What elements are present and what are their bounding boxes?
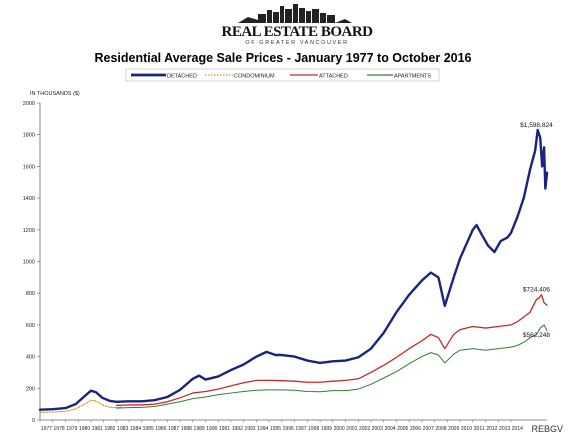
y-tick-label: 600	[26, 323, 35, 329]
series-line-condominium	[39, 399, 124, 413]
skyline-icon	[238, 4, 352, 23]
logo: REAL ESTATE BOARD OF GREATER VANCOUVER	[222, 4, 374, 46]
axes	[39, 103, 547, 421]
y-tick-label: 800	[26, 291, 35, 297]
value-annotation: $724,406	[523, 287, 550, 294]
x-tick-label: 1996	[283, 426, 294, 432]
value-annotation: $1,598,824	[520, 122, 553, 129]
x-tick-label: 2014	[512, 426, 523, 432]
x-tick-label: 1979	[66, 426, 77, 432]
x-tick-label: 2001	[346, 426, 357, 432]
y-axis-ticks: 0 200 400 600 800 1000 1200 1400 1600 1800 2000	[23, 101, 40, 424]
y-tick-label: 2000	[23, 101, 35, 107]
legend-item-apartments: APARTMENTS	[367, 74, 431, 80]
y-tick-label: 200	[26, 386, 35, 392]
x-tick-label: 2007	[423, 426, 434, 432]
y-tick-label: 0	[32, 418, 35, 424]
legend-item-condominium: CONDOMINIUM	[205, 74, 275, 80]
x-axis-ticks: 1977 1978 1979 1980 1981 1982 1983 1984 1985 1986…	[39, 420, 523, 432]
logo-subtitle: OF GREATER VANCOUVER	[245, 40, 348, 46]
x-tick-label: 2012	[486, 426, 497, 432]
y-tick-label: 1600	[23, 164, 35, 170]
x-tick-label: 1990	[206, 426, 217, 432]
x-tick-label: 1985	[143, 426, 154, 432]
x-tick-label: 2004	[384, 426, 395, 432]
value-annotations: $1,598,824 $724,406 $562,248	[520, 122, 553, 339]
x-tick-label: 1982	[104, 426, 115, 432]
legend-label-detached: DETACHED	[167, 74, 197, 80]
series-line-attached	[115, 294, 548, 407]
x-tick-label: 1997	[295, 426, 306, 432]
x-tick-label: 1978	[54, 426, 65, 432]
x-tick-label: 1977	[41, 426, 52, 432]
y-tick-label: 1800	[23, 133, 35, 139]
x-tick-label: 1991	[219, 426, 230, 432]
x-tick-label: 1981	[92, 426, 103, 432]
legend-label-attached: ATTACHED	[319, 74, 348, 80]
y-tick-label: 1000	[23, 260, 35, 266]
y-axis-label: IN THOUSANDS ($)	[30, 91, 80, 97]
legend: DETACHED CONDOMINIUM ATTACHED APARTMENTS	[125, 68, 440, 82]
credit-label: REBGV	[531, 424, 563, 434]
x-tick-label: 2000	[334, 426, 345, 432]
x-tick-label: 1995	[270, 426, 281, 432]
x-tick-label: 2002	[359, 426, 370, 432]
x-tick-label: 1994	[257, 426, 268, 432]
x-tick-label: 2003	[372, 426, 383, 432]
x-tick-label: 2011	[474, 426, 485, 432]
legend-label-apartments: APARTMENTS	[394, 74, 431, 80]
x-tick-label: 1998	[308, 426, 319, 432]
legend-item-attached: ATTACHED	[290, 74, 348, 80]
y-tick-label: 1200	[23, 228, 35, 234]
x-tick-label: 2006	[410, 426, 421, 432]
legend-label-condominium: CONDOMINIUM	[234, 74, 275, 80]
value-annotation: $562,248	[523, 332, 550, 339]
series-line-detached	[38, 128, 549, 411]
x-tick-label: 1984	[130, 426, 141, 432]
series-lines	[38, 128, 549, 413]
x-tick-label: 2010	[461, 426, 472, 432]
legend-item-detached: DETACHED	[131, 74, 197, 80]
series-line-apartments	[115, 324, 548, 409]
x-tick-label: 2009	[448, 426, 459, 432]
x-tick-label: 1988	[181, 426, 192, 432]
x-tick-label: 1993	[244, 426, 255, 432]
x-tick-label: 1983	[117, 426, 128, 432]
x-tick-label: 1992	[232, 426, 243, 432]
logo-title: REAL ESTATE BOARD	[222, 24, 374, 40]
x-tick-label: 1980	[79, 426, 90, 432]
chart-title: Residential Average Sale Prices - Januar…	[94, 51, 471, 65]
y-tick-label: 1400	[23, 196, 35, 202]
x-tick-label: 2013	[499, 426, 510, 432]
x-tick-label: 2005	[397, 426, 408, 432]
y-tick-label: 400	[26, 355, 35, 361]
x-tick-label: 1999	[321, 426, 332, 432]
x-tick-label: 2008	[435, 426, 446, 432]
x-tick-label: 1987	[168, 426, 179, 432]
x-tick-label: 1989	[194, 426, 205, 432]
x-tick-label: 1986	[155, 426, 166, 432]
